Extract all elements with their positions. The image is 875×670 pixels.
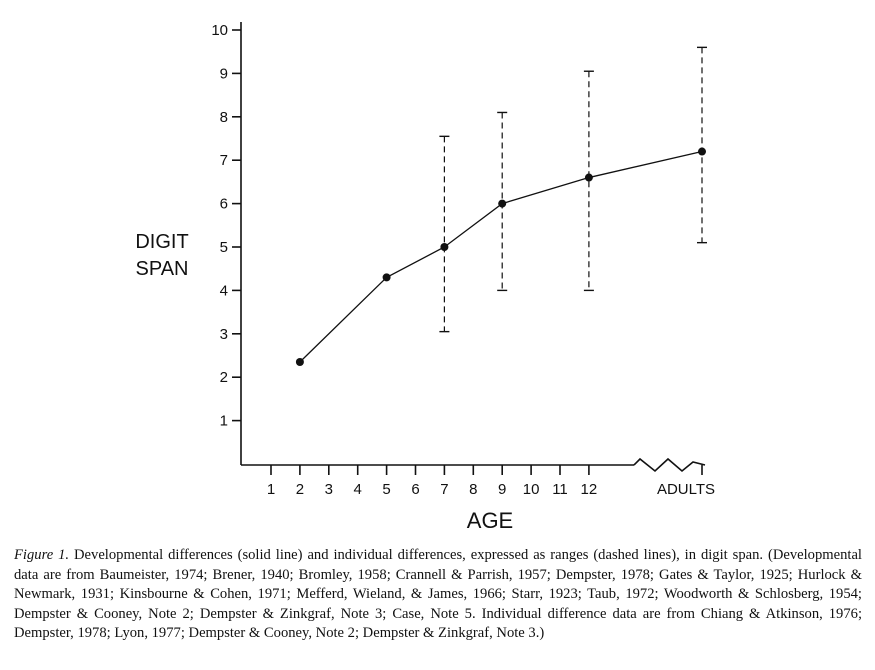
y-axis-title: DIGIT xyxy=(135,231,188,253)
x-tick-label: 12 xyxy=(581,481,598,498)
x-tick-label: 11 xyxy=(552,481,568,498)
figure-caption: Figure 1. Developmental differences (sol… xyxy=(14,546,862,644)
x-tick-label: 5 xyxy=(382,481,390,498)
axes xyxy=(232,22,706,475)
x-axis-break xyxy=(633,457,706,473)
y-tick-label: 3 xyxy=(220,326,228,343)
x-tick-label: 1 xyxy=(267,481,275,498)
figure-label: Figure 1. xyxy=(14,547,70,563)
individual-difference-ranges xyxy=(439,46,707,333)
x-tick-label: 9 xyxy=(498,481,506,498)
data-point xyxy=(295,358,304,367)
x-tick-label: 10 xyxy=(523,481,540,498)
x-tick-label: 7 xyxy=(440,481,448,498)
data-point xyxy=(698,147,706,156)
axis-titles: DIGIT SPAN AGE xyxy=(135,231,513,533)
y-tick-label: 8 xyxy=(220,109,228,126)
x-tick-label: 4 xyxy=(354,481,362,498)
data-point xyxy=(440,243,449,251)
x-tick-label: 2 xyxy=(296,481,304,498)
y-tick-label: 4 xyxy=(220,282,228,299)
developmental-line xyxy=(299,150,703,363)
developmental-series xyxy=(295,147,706,367)
x-tick-label: 6 xyxy=(411,481,419,498)
y-tick-label: 2 xyxy=(220,369,228,386)
data-point xyxy=(584,173,593,182)
y-tick-label: 10 xyxy=(211,22,228,39)
y-tick-label: 5 xyxy=(220,239,228,256)
data-point xyxy=(498,199,507,208)
y-tick-label: 6 xyxy=(220,196,228,213)
x-tick-label: 8 xyxy=(469,481,477,498)
caption-text: Developmental differences (solid line) a… xyxy=(14,547,862,641)
x-axis-title: AGE xyxy=(467,508,513,533)
x-tick-label: 3 xyxy=(325,481,333,498)
y-tick-label: 1 xyxy=(220,413,228,430)
y-tick-label: 9 xyxy=(220,65,228,82)
x-tick-label: ADULTS xyxy=(657,481,715,498)
y-tick-label: 7 xyxy=(220,152,228,169)
data-point xyxy=(382,273,391,282)
y-axis-title: SPAN xyxy=(136,258,189,280)
